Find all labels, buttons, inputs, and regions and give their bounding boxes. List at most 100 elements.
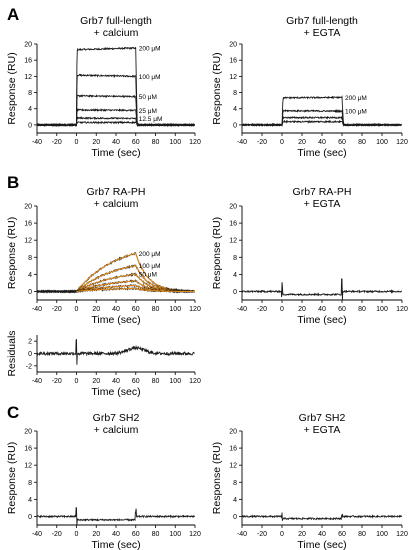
x-tick-label: -40 <box>237 139 247 146</box>
x-tick-label: 20 <box>298 531 306 538</box>
y-tick-label: 0 <box>233 122 237 129</box>
chart-1: Grb7 full-length + EGTA 0 4 8 12 16 20 -40 -20 0 20… <box>211 15 408 159</box>
x-tick-label: 20 <box>92 378 100 385</box>
series-label: 50 μM <box>139 271 157 278</box>
x-tick-label: 120 <box>189 531 201 538</box>
chart-title: Grb7 full-length + EGTA <box>286 15 358 39</box>
x-tick-label: -40 <box>237 531 247 538</box>
chart-title: Grb7 RA-PH + EGTA <box>293 186 352 210</box>
x-tick-label: 0 <box>280 139 284 146</box>
series-label: 100 μM <box>139 74 161 81</box>
x-tick-label: 40 <box>318 139 326 146</box>
chart-title-line: + calcium <box>94 27 139 39</box>
x-tick-label: 40 <box>112 306 120 313</box>
y-tick-label: 8 <box>28 90 32 97</box>
x-tick-label: 60 <box>338 531 346 538</box>
y-tick-label: 16 <box>229 58 237 65</box>
x-tick-label: 0 <box>75 306 79 313</box>
chart-0: Grb7 full-length + calcium 0 4 8 12 16 20 -40 -20… <box>6 15 201 159</box>
x-tick-label: 40 <box>112 531 120 538</box>
x-tick-label: 0 <box>280 306 284 313</box>
y-tick-label: 8 <box>233 90 237 97</box>
y-tick-label: 20 <box>229 42 237 49</box>
x-tick-label: 100 <box>169 139 181 146</box>
x-tick-label: -40 <box>32 378 42 385</box>
x-tick-label: 120 <box>396 306 408 313</box>
x-tick-label: 120 <box>189 378 201 385</box>
panel-letter-b: B <box>7 173 19 192</box>
x-tick-label: -20 <box>257 139 267 146</box>
y-axis-label: Response (RU) <box>6 217 18 289</box>
x-tick-label: -40 <box>32 306 42 313</box>
x-tick-label: 40 <box>318 306 326 313</box>
chart-title-line: + calcium <box>94 424 139 436</box>
chart-title-line: Grb7 RA-PH <box>87 186 146 198</box>
y-tick-label: 4 <box>28 497 32 504</box>
y-axis-label: Response (RU) <box>211 442 223 514</box>
sensorgram-trace <box>36 93 195 127</box>
y-tick-label: 16 <box>24 446 32 453</box>
sensorgram-trace <box>36 264 195 294</box>
x-tick-label: 20 <box>92 306 100 313</box>
x-tick-label: 120 <box>189 306 201 313</box>
chart-title-line: + EGTA <box>304 198 341 210</box>
y-tick-label: 12 <box>24 74 32 81</box>
chart-title-line: Grb7 SH2 <box>299 412 346 424</box>
sensorgram-trace <box>241 512 403 521</box>
x-tick-label: 100 <box>169 306 181 313</box>
y-tick-label: 0 <box>28 514 32 521</box>
x-axis-label: Time (sec) <box>297 147 346 159</box>
chart-title: Grb7 SH2 + EGTA <box>299 412 346 436</box>
y-tick-label: 12 <box>24 463 32 470</box>
chart-title: Grb7 SH2 + calcium <box>93 412 140 436</box>
x-tick-label: 100 <box>169 378 181 385</box>
x-tick-label: 60 <box>132 139 140 146</box>
x-tick-label: -40 <box>237 306 247 313</box>
y-axis-label: Response (RU) <box>211 52 223 124</box>
chart-title-line: + EGTA <box>304 27 341 39</box>
sensorgram-trace <box>36 338 195 365</box>
y-tick-label: 16 <box>24 221 32 228</box>
x-tick-label: -20 <box>257 306 267 313</box>
y-tick-label: 4 <box>28 106 32 113</box>
chart-title-line: + EGTA <box>304 424 341 436</box>
y-tick-label: 4 <box>233 106 237 113</box>
series-label: 100 μM <box>139 263 161 270</box>
series-label: 200 μM <box>139 251 161 258</box>
y-tick-label: 20 <box>229 429 237 436</box>
x-tick-label: -40 <box>32 139 42 146</box>
chart-title: Grb7 full-length + calcium <box>80 15 152 39</box>
y-tick-label: 12 <box>229 463 237 470</box>
chart-title-line: Grb7 full-length <box>80 15 152 27</box>
x-tick-label: 100 <box>376 306 388 313</box>
x-tick-label: 100 <box>376 531 388 538</box>
x-tick-label: 40 <box>112 139 120 146</box>
y-axis-label: Response (RU) <box>6 52 18 124</box>
x-tick-label: 0 <box>75 531 79 538</box>
x-tick-label: 20 <box>298 306 306 313</box>
x-axis-label: Time (sec) <box>91 147 140 159</box>
chart-3: Grb7 RA-PH + EGTA 0 4 8 12 16 20 -40 -20 0 20 40 60 80… <box>211 186 408 326</box>
y-tick-label: 4 <box>233 272 237 279</box>
x-tick-label: 20 <box>92 139 100 146</box>
series-label: 100 μM <box>345 109 367 116</box>
y-tick-label: 16 <box>24 58 32 65</box>
y-tick-label: 2 <box>28 339 32 346</box>
x-tick-label: 80 <box>152 306 160 313</box>
x-tick-label: 20 <box>92 531 100 538</box>
y-tick-label: 12 <box>24 238 32 245</box>
chart-title: Grb7 RA-PH + calcium <box>87 186 146 210</box>
chart-title-line: Grb7 full-length <box>286 15 358 27</box>
x-tick-label: -20 <box>257 531 267 538</box>
y-tick-label: 0 <box>28 289 32 296</box>
x-tick-label: -20 <box>52 306 62 313</box>
x-tick-label: 60 <box>338 306 346 313</box>
y-tick-label: 16 <box>229 221 237 228</box>
x-tick-label: 120 <box>396 139 408 146</box>
x-tick-label: 0 <box>75 378 79 385</box>
x-tick-label: 20 <box>298 139 306 146</box>
y-tick-label: 4 <box>233 497 237 504</box>
x-tick-label: 0 <box>75 139 79 146</box>
